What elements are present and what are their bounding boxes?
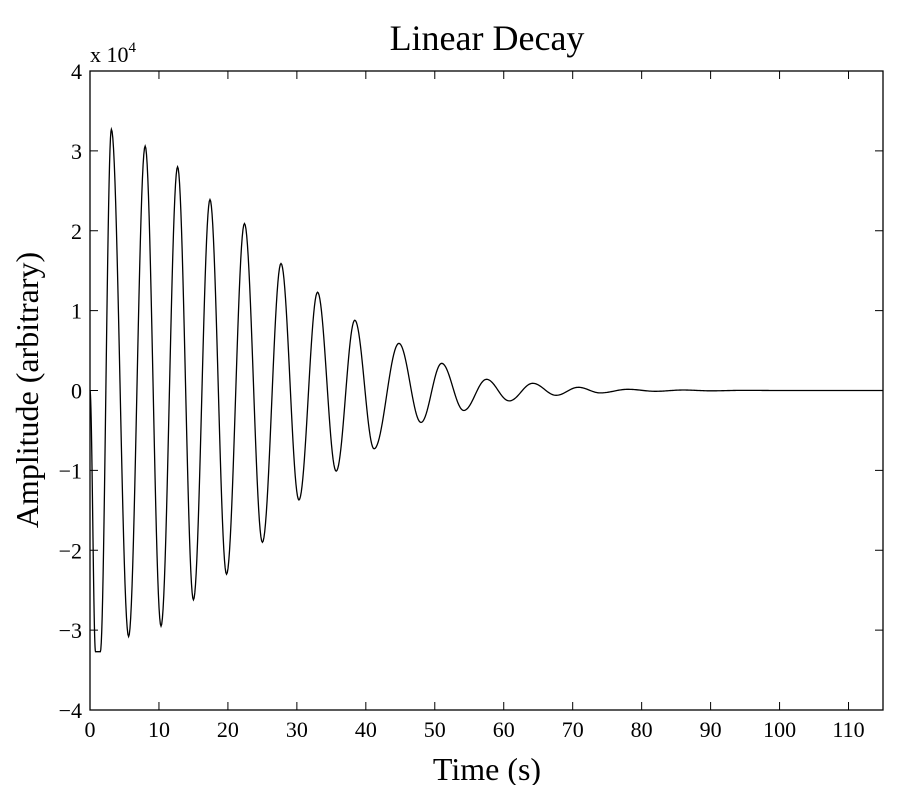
chart-title: Linear Decay bbox=[390, 18, 585, 58]
y-tick-label: −2 bbox=[59, 538, 82, 563]
x-tick-label: 80 bbox=[631, 717, 653, 742]
x-tick-label: 100 bbox=[763, 717, 796, 742]
y-axis-label: Amplitude (arbitrary) bbox=[9, 252, 45, 528]
series-line bbox=[89, 126, 883, 653]
x-tick-label: 90 bbox=[700, 717, 722, 742]
y-tick-label: −1 bbox=[59, 458, 82, 483]
x-tick-label: 10 bbox=[148, 717, 170, 742]
x-tick-label: 70 bbox=[562, 717, 584, 742]
x-tick-label: 60 bbox=[493, 717, 515, 742]
x-tick-label: 110 bbox=[832, 717, 864, 742]
y-axis-ticks: −4 −3 −2 −1 0 1 2 3 4 bbox=[59, 59, 883, 723]
x-tick-label: 30 bbox=[286, 717, 308, 742]
x-tick-label: 20 bbox=[217, 717, 239, 742]
y-tick-label: 0 bbox=[71, 379, 82, 404]
y-tick-label: −3 bbox=[59, 618, 82, 643]
y-exponent-label: x 104 bbox=[90, 40, 137, 67]
y-tick-label: 2 bbox=[71, 219, 82, 244]
y-tick-label: 4 bbox=[71, 59, 82, 84]
x-axis-ticks: 0 10 20 30 40 50 60 70 80 90 100 110 bbox=[85, 71, 865, 742]
y-tick-label: 3 bbox=[71, 139, 82, 164]
y-tick-label: −4 bbox=[59, 698, 82, 723]
y-tick-label: 1 bbox=[71, 299, 82, 324]
x-axis-label: Time (s) bbox=[433, 751, 541, 785]
x-tick-label: 50 bbox=[424, 717, 446, 742]
x-tick-label: 40 bbox=[355, 717, 377, 742]
x-tick-label: 0 bbox=[85, 717, 96, 742]
series bbox=[89, 126, 883, 653]
